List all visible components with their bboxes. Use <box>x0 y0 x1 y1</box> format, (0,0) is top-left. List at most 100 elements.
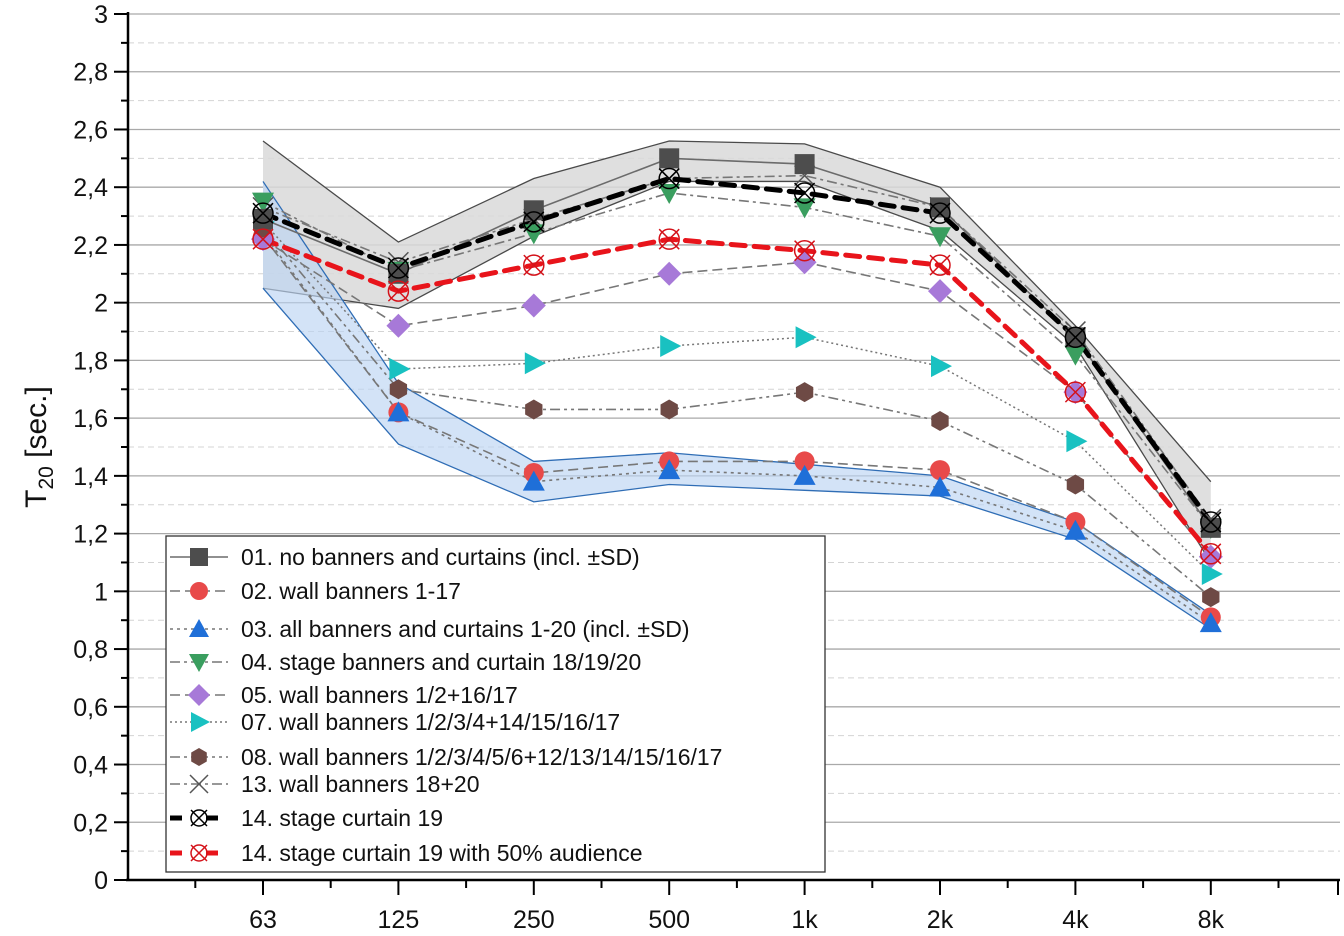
data-point-s03 <box>658 459 681 480</box>
y-axis-title: T20 [sec.] <box>20 386 58 508</box>
legend-marker-x-icon <box>189 774 209 794</box>
circle-x-ring <box>252 202 274 224</box>
data-point-s08 <box>1202 587 1220 608</box>
data-point-s14a <box>658 228 680 250</box>
legend-marker-circle-icon <box>190 582 208 600</box>
circle-x-ring <box>190 844 208 862</box>
legend-label: 08. wall banners 1/2/3/4/5/6+12/13/14/15… <box>241 744 722 770</box>
legend-item: 13. wall banners 18+20 <box>170 771 479 797</box>
x-tick-label: 4k <box>1062 906 1089 934</box>
circle-x-ring <box>523 254 545 276</box>
data-point-s14 <box>387 257 410 279</box>
legend-marker-circle-x-icon <box>190 844 208 862</box>
legend-label: 01. no banners and curtains (incl. ±SD) <box>241 544 640 570</box>
circle-x-stroke <box>658 168 680 190</box>
circle-x-ring <box>929 254 951 276</box>
data-point-s14a <box>523 254 545 276</box>
data-point-s08 <box>1066 474 1085 495</box>
circle-x-stroke <box>658 228 680 250</box>
legend-label: 05. wall banners 1/2+16/17 <box>241 682 518 708</box>
data-point-s03 <box>929 476 951 497</box>
legend-label: 07. wall banners 1/2/3/4+14/15/16/17 <box>241 709 620 735</box>
data-point-s01 <box>659 148 680 169</box>
data-point-s14 <box>252 202 274 224</box>
data-point-s14 <box>658 167 680 190</box>
data-point-s03 <box>387 401 410 422</box>
data-point-s08 <box>389 379 408 400</box>
y-tick-label: 2,2 <box>73 232 108 260</box>
x-tick-label: 63 <box>249 906 277 934</box>
data-point-s05 <box>657 261 682 286</box>
x-marker-stroke <box>189 774 209 794</box>
data-point-s14 <box>929 202 951 224</box>
legend-item: 05. wall banners 1/2+16/17 <box>170 682 518 708</box>
data-point-s03 <box>793 464 816 485</box>
circle-x-stroke <box>190 844 208 862</box>
data-point-s07 <box>1066 430 1088 453</box>
series-line-s02 <box>262 235 1212 618</box>
sd-band-lower-s03 <box>262 287 1212 630</box>
legend-box <box>165 535 826 873</box>
circle-x-ring <box>929 202 951 224</box>
y-tick-label: 1,4 <box>73 463 108 491</box>
legend-marker-triangle-up-icon <box>189 619 209 637</box>
data-point-s08 <box>525 399 543 420</box>
legend-item: 02. wall banners 1-17 <box>170 578 461 604</box>
legend-label: 02. wall banners 1-17 <box>241 578 461 604</box>
circle-x-stroke <box>252 202 274 224</box>
y-tick-label: 3 <box>94 1 108 29</box>
y-tick-label: 1,6 <box>73 405 108 433</box>
circle-x-ring <box>1064 381 1087 403</box>
data-point-s14 <box>523 211 545 233</box>
sd-band-upper-s03 <box>262 181 1212 615</box>
data-point-s01 <box>388 263 409 284</box>
legend-label: 13. wall banners 18+20 <box>241 771 479 797</box>
y-tick-label: 2 <box>94 290 108 318</box>
legend-label: 14. stage curtain 19 with 50% audience <box>241 840 643 866</box>
data-point-s02 <box>930 460 950 481</box>
circle-x-ring <box>658 228 680 250</box>
data-point-s14 <box>1200 511 1222 533</box>
data-point-s14a <box>1064 381 1087 403</box>
legend-marker-triangle-right-icon <box>191 712 210 732</box>
y-tick-label: 2,4 <box>73 174 108 202</box>
x-tick-label: 8k <box>1198 906 1225 934</box>
y-tick-label: 0,4 <box>73 752 108 780</box>
circle-x-ring <box>658 167 680 190</box>
data-point-s01 <box>794 154 815 175</box>
legend-marker-triangle-down-icon <box>189 654 209 672</box>
circle-x-stroke <box>929 202 951 224</box>
data-point-s03 <box>522 470 545 491</box>
data-point-s07 <box>795 326 817 349</box>
data-point-s03 <box>1199 612 1222 633</box>
y-tick-label: 1,8 <box>73 347 108 375</box>
series-line-s04 <box>262 192 1212 529</box>
y-tick-label: 1,2 <box>73 521 108 549</box>
circle-x-ring <box>387 280 410 302</box>
circle-x-ring <box>1200 511 1222 533</box>
circle-x-ring <box>793 239 816 262</box>
series-markers <box>251 148 1223 633</box>
series-line-s14a <box>260 236 1214 557</box>
series-line-s08 <box>262 227 1212 598</box>
legend: 01. no banners and curtains (incl. ±SD) 0… <box>165 535 826 873</box>
data-point-s14 <box>793 182 816 204</box>
legend-item: 14. stage curtain 19 with 50% audience <box>170 840 643 866</box>
series-line-s14 <box>260 176 1214 525</box>
circle-x-stroke <box>523 211 545 233</box>
data-point-s14 <box>1064 326 1087 349</box>
x-tick-label: 250 <box>513 906 555 934</box>
data-point-s05 <box>928 279 952 304</box>
y-tick-label: 0,8 <box>73 636 108 664</box>
circle-x-ring <box>190 809 208 827</box>
data-point-s14a <box>1200 543 1222 565</box>
circle-x-stroke <box>190 809 208 827</box>
data-point-s08 <box>931 411 949 432</box>
data-point-s07 <box>524 352 546 375</box>
legend-item: 04. stage banners and curtain 18/19/20 <box>170 649 641 675</box>
circle-x-ring <box>523 211 545 233</box>
legend-item: 03. all banners and curtains 1-20 (incl.… <box>170 616 690 642</box>
data-point-s14a <box>387 280 410 302</box>
circle-x-stroke <box>1200 543 1222 565</box>
